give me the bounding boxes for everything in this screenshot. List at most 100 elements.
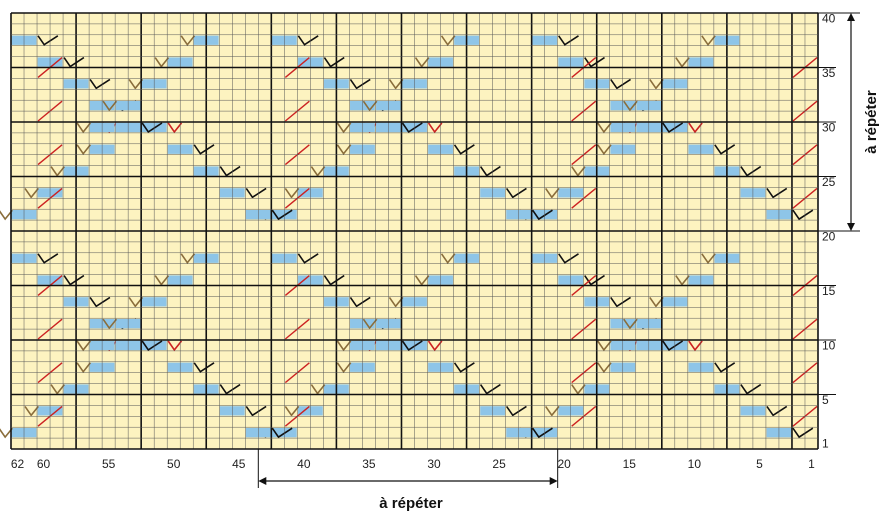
twisted-stitch-icon [427, 122, 443, 134]
k2tog-icon [766, 187, 788, 199]
k2tog-icon [558, 35, 579, 46]
ssk-icon [388, 78, 404, 90]
ssk-icon [597, 122, 612, 134]
twisted-stitch-icon [427, 340, 443, 352]
k2tog-icon [193, 362, 215, 373]
k2tog-icon [558, 253, 579, 264]
ssk-icon [388, 296, 404, 308]
ssk-icon [623, 318, 638, 330]
ssk-icon [0, 427, 13, 439]
ssk-icon [154, 275, 170, 286]
k2tog-icon [531, 427, 553, 439]
k2tog-icon [740, 165, 762, 177]
column-number: 10 [688, 457, 702, 471]
k2tog-icon [37, 35, 59, 46]
ssk-icon [701, 35, 716, 47]
column-numbers: 62 60 55 50 45 40 35 30 25 20 15 10 5 1 [11, 457, 815, 471]
ssk-icon [675, 57, 690, 68]
ssk-icon [414, 275, 430, 286]
column-number: 5 [756, 457, 763, 471]
repeat-bracket-right: à répéter [836, 12, 880, 232]
row-number: 1 [822, 437, 829, 451]
twisted-stitch-icon [688, 340, 703, 352]
k2tog-icon [662, 122, 684, 133]
repeat-label-bottom: à répéter [379, 495, 443, 512]
k2tog-icon [349, 296, 371, 308]
twisted-stitch-icon [167, 122, 183, 134]
k2tog-icon [531, 209, 553, 221]
column-number: 60 [37, 457, 51, 471]
k2tog-icon [714, 144, 736, 155]
k2tog-icon [792, 427, 814, 439]
ssk-icon [50, 384, 65, 395]
repeat-label-right: à répéter [863, 90, 880, 154]
k2tog-icon [584, 56, 605, 68]
k2tog-icon [349, 78, 371, 90]
ssk-icon [597, 144, 612, 156]
ssk-icon [675, 275, 690, 286]
row-number: 20 [822, 229, 836, 243]
chart-gridlines [10, 12, 819, 450]
k2tog-icon [714, 362, 736, 373]
column-number: 50 [167, 457, 181, 471]
k2tog-icon [297, 35, 319, 46]
k2tog-icon [89, 296, 111, 308]
k2tog-icon [401, 122, 423, 133]
ssk-icon [649, 78, 664, 90]
row-number: 5 [822, 393, 829, 407]
k2tog-icon [610, 296, 632, 308]
ssk-icon [701, 253, 716, 265]
column-number: 45 [232, 457, 246, 471]
ssk-icon [284, 405, 300, 417]
row-number: 35 [822, 66, 836, 80]
k2tog-icon [792, 209, 814, 221]
ssk-icon [76, 144, 92, 156]
ssk-icon [336, 144, 352, 156]
k2tog-icon [766, 405, 788, 417]
k2tog-icon [401, 340, 423, 351]
k2tog-icon [453, 362, 475, 373]
ssk-icon [50, 166, 65, 177]
k2tog-icon [662, 340, 684, 351]
k2tog-icon [193, 144, 215, 155]
k2tog-icon [63, 56, 85, 68]
repeat-bracket-bottom: à répéter [257, 449, 559, 512]
k2tog-icon [584, 274, 605, 286]
k2tog-icon [141, 340, 163, 351]
k2tog-icon [89, 78, 111, 90]
ssk-icon [128, 296, 144, 308]
ssk-icon [76, 122, 92, 134]
ssk-icon [310, 166, 326, 177]
column-number: 62 [11, 457, 25, 471]
k2tog-icon [505, 405, 527, 417]
ssk-icon [154, 57, 170, 68]
ssk-icon [597, 340, 612, 352]
ssk-icon [571, 384, 586, 395]
k2tog-icon [453, 144, 475, 155]
ssk-icon [597, 362, 612, 374]
ssk-icon [76, 362, 92, 374]
ssk-icon [76, 340, 92, 352]
k2tog-icon [219, 165, 241, 177]
row-number: 10 [822, 338, 836, 352]
k2tog-icon [740, 383, 762, 395]
k2tog-icon [323, 274, 345, 286]
ssk-icon [362, 318, 378, 330]
column-number: 25 [492, 457, 506, 471]
k2tog-icon [505, 187, 527, 199]
k2tog-icon [37, 253, 59, 264]
k2tog-icon [271, 209, 293, 221]
twisted-stitch-icon [167, 340, 183, 352]
ssk-icon [571, 166, 586, 177]
column-number: 20 [558, 457, 572, 471]
k2tog-icon [479, 383, 501, 395]
row-number: 30 [822, 120, 836, 134]
k2tog-icon [141, 122, 163, 133]
column-number: 55 [102, 457, 116, 471]
ssk-icon [336, 340, 352, 352]
column-number: 15 [623, 457, 637, 471]
k2tog-icon [245, 187, 267, 199]
column-number: 40 [297, 457, 311, 471]
ssk-icon [545, 187, 560, 199]
